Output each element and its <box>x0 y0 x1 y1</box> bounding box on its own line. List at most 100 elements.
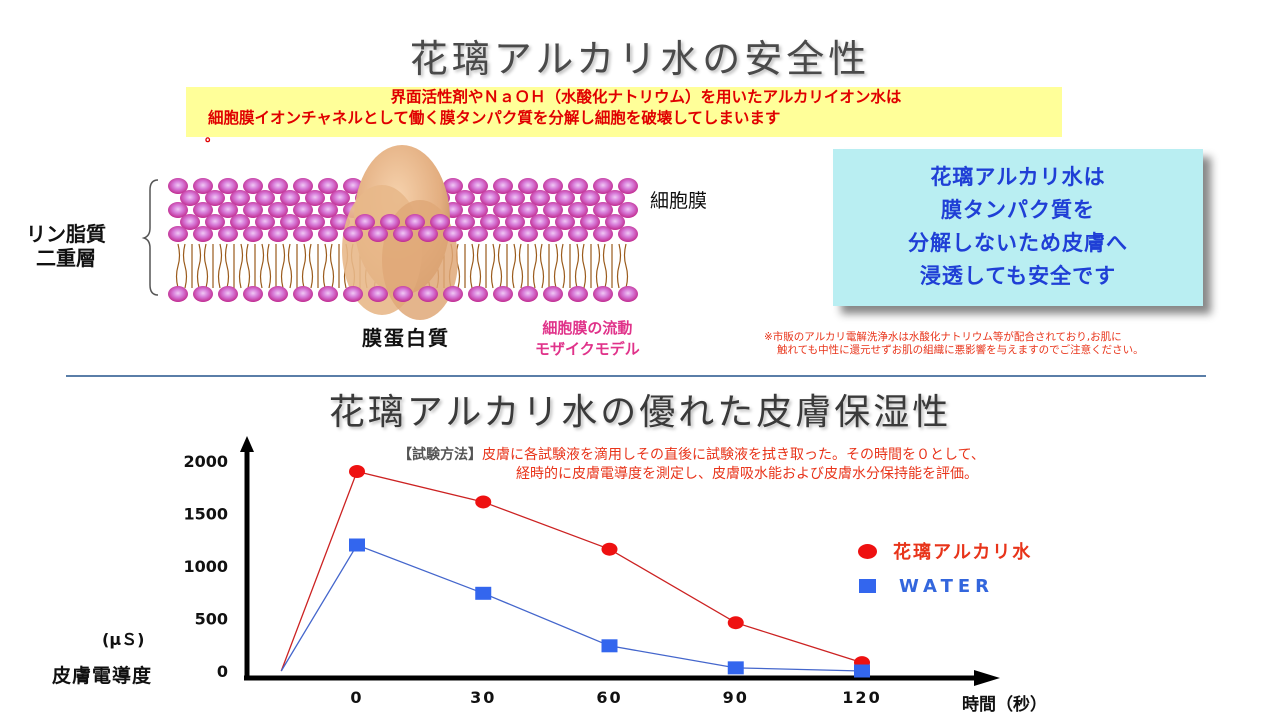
lipid-head <box>193 286 213 302</box>
lipid-heads-lower <box>168 286 638 302</box>
lipid-tail <box>280 243 286 289</box>
lipid-head <box>293 226 313 242</box>
lipid-head <box>180 190 200 206</box>
lipid-head <box>293 286 313 302</box>
x-tick-label: 120 <box>842 688 881 707</box>
lipid-head <box>543 226 563 242</box>
lipid-tail <box>476 243 482 289</box>
lipid-head <box>543 286 563 302</box>
chart-legend: 花璃アルカリ水 WATER <box>858 540 1032 597</box>
lipid-head <box>243 202 263 218</box>
x-tick-label: 90 <box>723 688 749 707</box>
lipid-head <box>193 202 213 218</box>
warning-line-2: 細胞膜イオンチャネルとして働く膜タンパク質を分解し細胞を破壊してしまいます <box>208 109 781 127</box>
x-tick-label: 30 <box>470 688 496 707</box>
lipid-head <box>368 286 388 302</box>
phospholipid-label: リン脂質 二重層 <box>26 222 106 270</box>
lipid-head <box>418 226 438 242</box>
lipid-tail <box>196 243 202 289</box>
lipid-head <box>343 178 363 194</box>
callout-line-2: 膜タンパク質を <box>941 198 1095 222</box>
callout-line-4: 浸透しても安全です <box>919 264 1117 288</box>
y-tick-label: 1000 <box>183 557 228 576</box>
lipid-tail <box>308 243 314 289</box>
legend-item-water: WATER <box>858 575 1032 597</box>
lipid-head <box>280 190 300 206</box>
lipid-head <box>568 202 588 218</box>
method-line-2: 経時的に皮膚電導度を測定し、皮膚吸水能および皮膚水分保持能を評価。 <box>516 466 978 482</box>
legend-label-alkali: 花璃アルカリ水 <box>893 542 1033 563</box>
lipid-tail <box>224 243 230 289</box>
lipid-tail <box>301 243 307 289</box>
lipid-head <box>255 214 275 230</box>
lipid-head <box>305 190 325 206</box>
y-axis-label: 皮膚電導度 <box>52 665 153 687</box>
lipid-tail <box>490 243 496 289</box>
lipid-head <box>518 202 538 218</box>
series-line-1 <box>280 544 863 672</box>
data-point-water <box>727 661 744 675</box>
lipid-head <box>430 214 450 230</box>
lipid-head <box>193 226 213 242</box>
mosaic-line-1: 細胞膜の流動 <box>542 319 633 337</box>
lipid-tail <box>518 243 524 289</box>
lipid-head <box>318 178 338 194</box>
fluid-mosaic-label: 細胞膜の流動 モザイクモデル <box>535 318 640 360</box>
lipid-tail <box>329 243 335 289</box>
x-axis-arrow-icon <box>974 670 1000 686</box>
lipid-head <box>393 286 413 302</box>
lipid-head <box>355 214 375 230</box>
lipid-tail <box>511 243 517 289</box>
lipid-tail <box>203 243 209 289</box>
lipid-head <box>343 226 363 242</box>
data-point-water <box>601 639 618 653</box>
note-line-1: ※市販のアルカリ電解洗浄水は水酸化ナトリウム等が配合されており,お肌に <box>764 331 1122 343</box>
lipid-head <box>618 226 638 242</box>
moisture-title: 花璃アルカリ水の優れた皮膚保湿性 <box>328 392 952 433</box>
lipid-head <box>168 226 188 242</box>
lipid-head <box>393 226 413 242</box>
lipid-head <box>268 202 288 218</box>
lipid-head <box>505 214 525 230</box>
lipid-head <box>468 178 488 194</box>
safety-title: 花璃アルカリ水の安全性 <box>409 37 871 81</box>
lipid-head <box>230 190 250 206</box>
method-line-1: 皮膚に各試験液を滴用しその直後に試験液を拭き取った。その時間を０として、 <box>482 447 985 463</box>
data-point-water <box>475 586 492 600</box>
lipid-head <box>343 286 363 302</box>
square-marker-icon <box>859 579 876 593</box>
lipid-head <box>205 190 225 206</box>
lipid-head <box>605 214 625 230</box>
data-point-alkali <box>349 465 365 478</box>
lipid-head <box>280 214 300 230</box>
lipid-tail <box>539 243 545 289</box>
lipid-head <box>180 214 200 230</box>
lipid-head <box>568 178 588 194</box>
lipid-head <box>468 202 488 218</box>
data-point-alkali <box>601 542 618 556</box>
x-tick-label: 60 <box>596 688 622 707</box>
y-tick-label: 1500 <box>183 505 228 524</box>
lipid-head <box>618 178 638 194</box>
lipid-head <box>518 286 538 302</box>
cell-membrane-label: 細胞膜 <box>650 190 708 212</box>
method-tag: 【試験方法】 <box>398 447 482 463</box>
lipid-head <box>455 214 475 230</box>
lipid-head <box>580 214 600 230</box>
lipid-tail <box>217 243 223 289</box>
lipid-head <box>368 226 388 242</box>
lipid-head <box>493 226 513 242</box>
lipid-head <box>443 178 463 194</box>
lipid-tail <box>497 243 503 289</box>
phospholipid-line-1: リン脂質 <box>26 222 106 246</box>
lipid-tail <box>259 243 265 289</box>
lipid-tail <box>175 243 181 289</box>
lipid-head <box>480 190 500 206</box>
test-method: 【試験方法】皮膚に各試験液を滴用しその直後に試験液を拭き取った。その時間を０とし… <box>398 446 985 484</box>
lipid-head <box>418 286 438 302</box>
lipid-head <box>480 214 500 230</box>
lipid-head <box>493 286 513 302</box>
membrane-protein-label: 膜蛋白質 <box>362 326 450 350</box>
lipid-head <box>318 202 338 218</box>
lipid-head <box>593 226 613 242</box>
